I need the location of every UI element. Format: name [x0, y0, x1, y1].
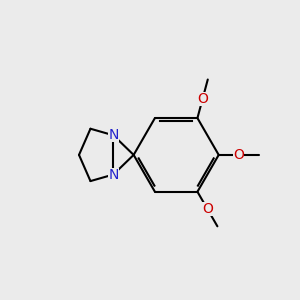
Text: N: N [108, 128, 118, 142]
Text: O: O [233, 148, 244, 162]
Text: O: O [202, 202, 213, 216]
Text: O: O [197, 92, 208, 106]
Text: N: N [108, 167, 118, 182]
